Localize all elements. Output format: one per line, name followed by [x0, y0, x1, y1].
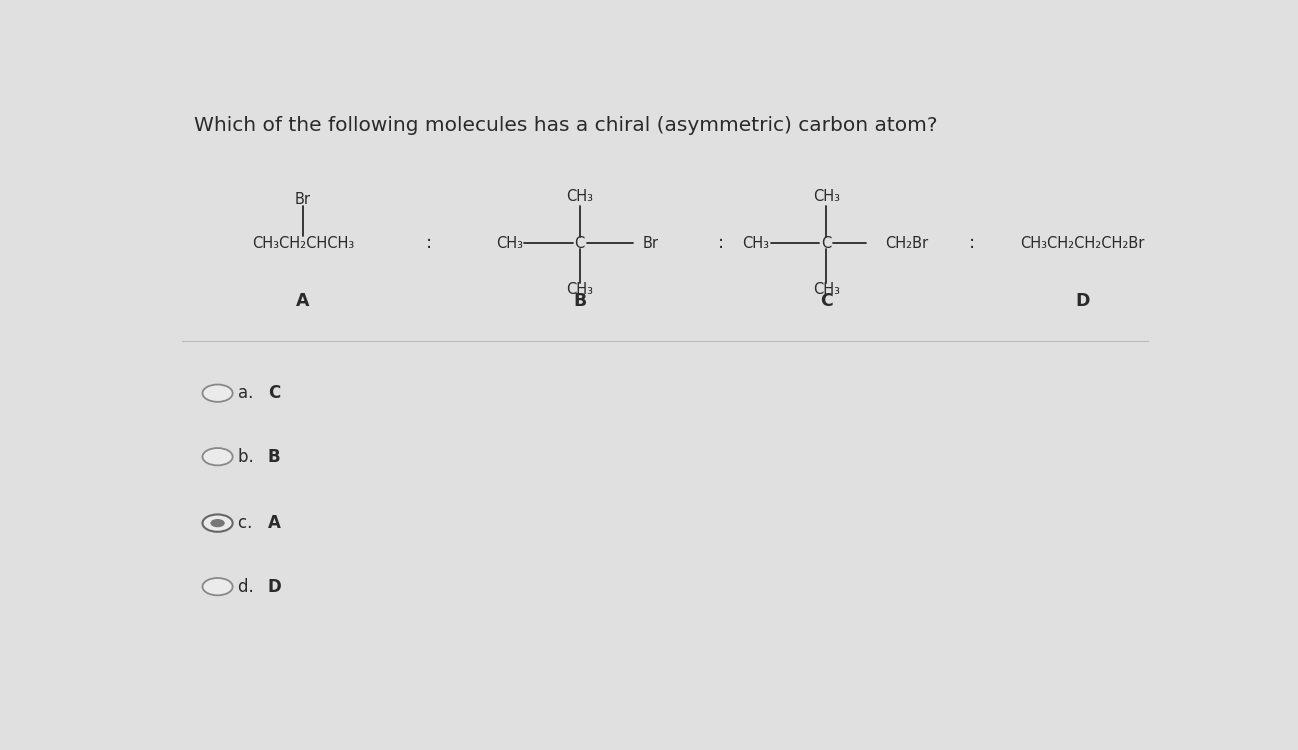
Text: CH₂Br: CH₂Br: [885, 236, 928, 250]
Text: CH₃: CH₃: [813, 189, 840, 204]
Text: a.: a.: [238, 384, 258, 402]
Text: Which of the following molecules has a chiral (asymmetric) carbon atom?: Which of the following molecules has a c…: [195, 116, 938, 135]
Text: CH₃: CH₃: [566, 189, 593, 204]
Text: A: A: [296, 292, 310, 310]
Text: CH₃: CH₃: [742, 236, 770, 250]
Text: C: C: [822, 236, 831, 250]
Text: Br: Br: [643, 236, 658, 250]
Circle shape: [202, 578, 232, 596]
Text: CH₃: CH₃: [813, 282, 840, 297]
Text: C: C: [267, 384, 280, 402]
Text: Br: Br: [295, 192, 312, 207]
Circle shape: [202, 514, 232, 532]
Text: b.: b.: [238, 448, 258, 466]
Text: c.: c.: [238, 514, 257, 532]
Text: CH₃: CH₃: [496, 236, 523, 250]
Text: C: C: [575, 236, 585, 250]
Circle shape: [202, 385, 232, 402]
Text: B: B: [267, 448, 280, 466]
Text: :: :: [718, 234, 723, 252]
Text: C: C: [820, 292, 832, 310]
Circle shape: [202, 448, 232, 465]
Text: A: A: [267, 514, 280, 532]
Text: :: :: [426, 234, 432, 252]
Text: :: :: [970, 234, 975, 252]
Circle shape: [210, 519, 225, 527]
Text: CH₃CH₂CH₂CH₂Br: CH₃CH₂CH₂CH₂Br: [1020, 236, 1145, 250]
Text: d.: d.: [238, 578, 258, 596]
Text: D: D: [1076, 292, 1090, 310]
Text: CH₃CH₂CHCH₃: CH₃CH₂CHCH₃: [252, 236, 354, 250]
Text: B: B: [574, 292, 587, 310]
Text: D: D: [267, 578, 282, 596]
Text: CH₃: CH₃: [566, 282, 593, 297]
